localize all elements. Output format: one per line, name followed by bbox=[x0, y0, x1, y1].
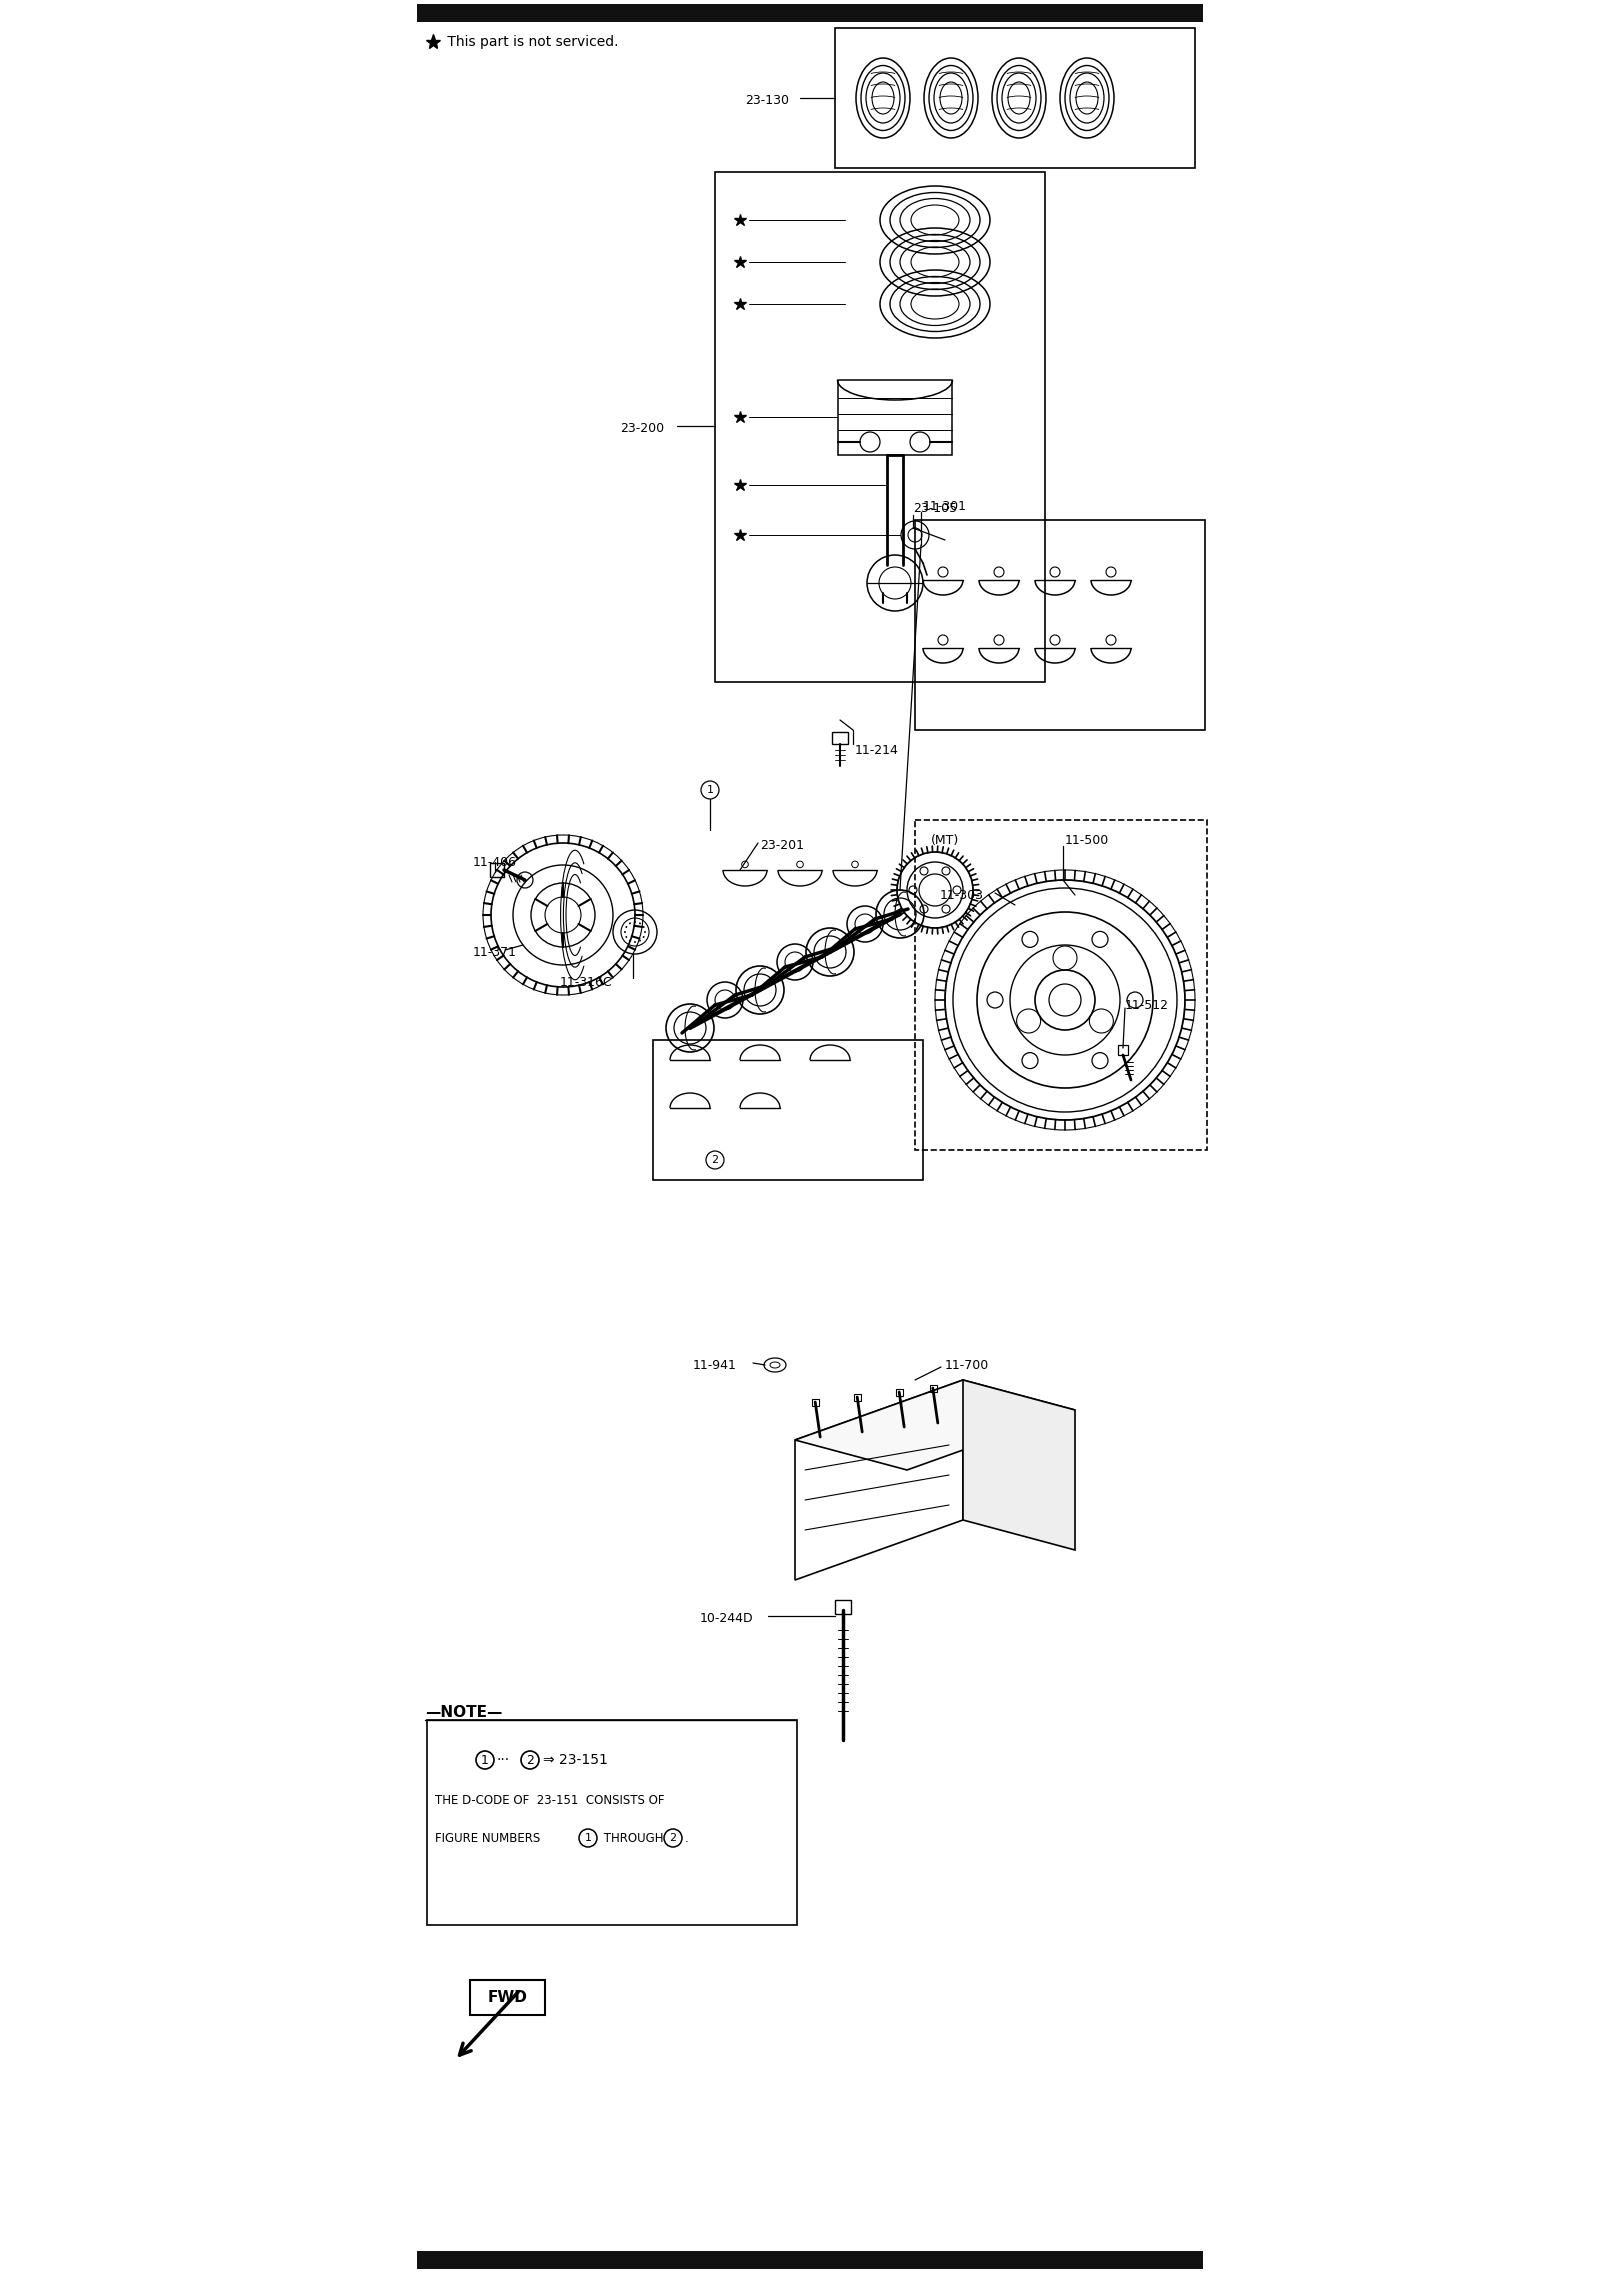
Polygon shape bbox=[795, 1379, 962, 1580]
Text: 1: 1 bbox=[481, 1753, 489, 1766]
Text: 11-512: 11-512 bbox=[1124, 999, 1170, 1011]
Bar bbox=[812, 1400, 820, 1407]
Bar bbox=[416, 5, 1204, 23]
Text: (MT): (MT) bbox=[931, 833, 959, 847]
Bar bbox=[896, 1388, 904, 1395]
Text: 1: 1 bbox=[706, 785, 713, 794]
Bar bbox=[834, 27, 1196, 168]
Text: 2: 2 bbox=[526, 1753, 535, 1766]
Bar bbox=[489, 863, 504, 876]
Bar bbox=[714, 173, 1045, 683]
Text: 11-406: 11-406 bbox=[473, 856, 517, 869]
Bar bbox=[428, 1721, 797, 1925]
Text: FIGURE NUMBERS: FIGURE NUMBERS bbox=[436, 1832, 544, 1844]
Text: —NOTE—: —NOTE— bbox=[424, 1705, 502, 1718]
Bar bbox=[854, 1393, 862, 1402]
Text: 11-941: 11-941 bbox=[693, 1359, 737, 1372]
Bar bbox=[416, 2251, 1204, 2269]
Text: THE D-CODE OF  23-151  CONSISTS OF: THE D-CODE OF 23-151 CONSISTS OF bbox=[436, 1793, 664, 1807]
Text: 1: 1 bbox=[585, 1832, 591, 1844]
Text: 23-105: 23-105 bbox=[914, 501, 957, 514]
Text: FWD: FWD bbox=[488, 1989, 528, 2005]
Text: THROUGH: THROUGH bbox=[599, 1832, 667, 1844]
Text: .: . bbox=[685, 1832, 688, 1844]
Circle shape bbox=[476, 1750, 494, 1768]
Text: 11-371: 11-371 bbox=[473, 945, 517, 958]
Bar bbox=[834, 1600, 851, 1614]
Text: 11-500: 11-500 bbox=[1064, 833, 1110, 847]
Text: 11-301: 11-301 bbox=[923, 498, 967, 512]
Text: This part is not serviced.: This part is not serviced. bbox=[442, 34, 619, 50]
Circle shape bbox=[522, 1750, 539, 1768]
Bar bbox=[1118, 1045, 1128, 1056]
Polygon shape bbox=[962, 1379, 1076, 1550]
Bar bbox=[915, 819, 1207, 1149]
Text: 23-200: 23-200 bbox=[620, 421, 664, 435]
Bar bbox=[653, 1040, 923, 1179]
Bar bbox=[833, 733, 847, 744]
Circle shape bbox=[578, 1830, 598, 1848]
Bar bbox=[838, 380, 953, 455]
Text: 23-201: 23-201 bbox=[760, 838, 804, 851]
Text: ⇒ 23-151: ⇒ 23-151 bbox=[543, 1753, 608, 1766]
Text: 11-214: 11-214 bbox=[855, 744, 899, 756]
Circle shape bbox=[664, 1830, 682, 1848]
Text: 11-303: 11-303 bbox=[940, 888, 983, 901]
Bar bbox=[915, 519, 1205, 731]
Text: 11-700: 11-700 bbox=[944, 1359, 990, 1372]
Text: 10-244D: 10-244D bbox=[700, 1611, 753, 1625]
Circle shape bbox=[701, 781, 719, 799]
Text: 2: 2 bbox=[669, 1832, 677, 1844]
Text: ···: ··· bbox=[497, 1753, 510, 1766]
Text: 2: 2 bbox=[711, 1154, 719, 1165]
Text: 23-130: 23-130 bbox=[745, 93, 789, 107]
Circle shape bbox=[706, 1152, 724, 1170]
Bar bbox=[930, 1386, 936, 1393]
Bar bbox=[470, 1980, 544, 2014]
Polygon shape bbox=[795, 1379, 1076, 1470]
Text: 11-316C: 11-316C bbox=[561, 976, 612, 988]
